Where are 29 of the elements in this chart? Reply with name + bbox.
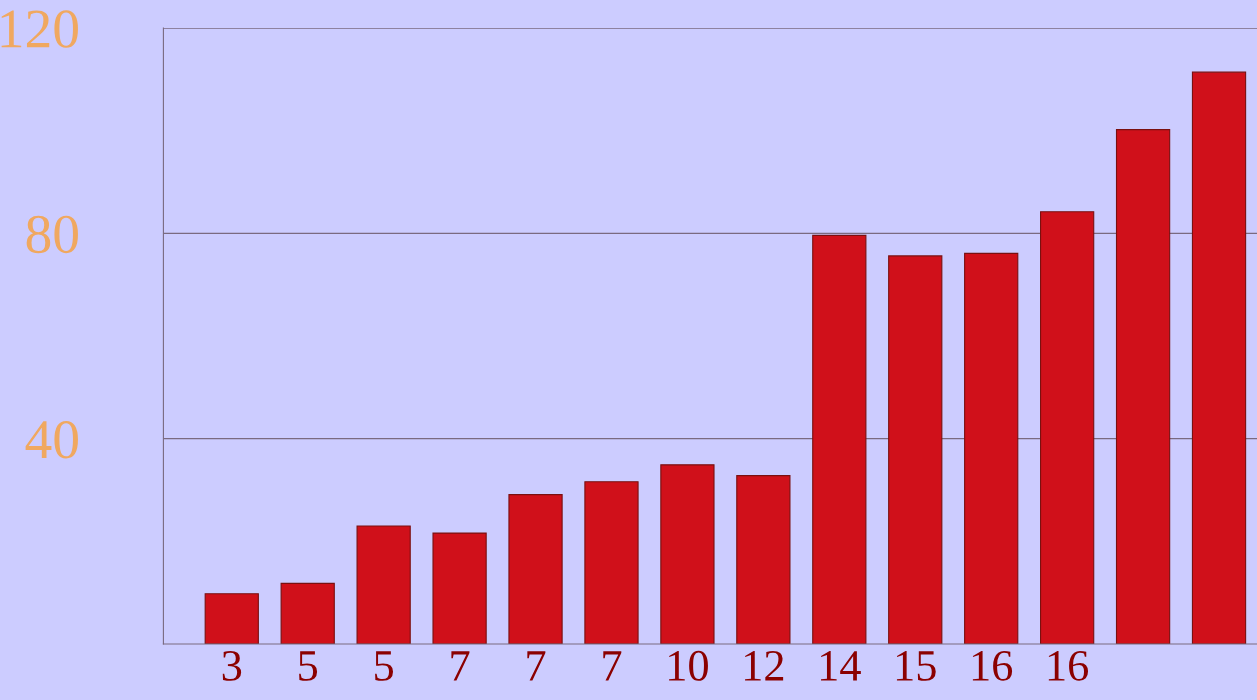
x-tick-label: 7 bbox=[527, 651, 546, 681]
x-tick-label: 16 bbox=[972, 650, 1013, 681]
bar bbox=[356, 525, 411, 644]
bar bbox=[1115, 129, 1171, 644]
y-tick-label: 120 bbox=[1, 10, 78, 48]
x-tick-label: 10 bbox=[669, 650, 708, 681]
x-tick-label: 12 bbox=[745, 650, 784, 681]
x-tick-label: 15 bbox=[896, 651, 936, 681]
bar bbox=[508, 494, 563, 644]
x-tick-label: 16 bbox=[1048, 650, 1089, 681]
bar bbox=[812, 234, 867, 644]
bar bbox=[888, 255, 943, 644]
y-tick-label: 80 bbox=[26, 215, 78, 254]
bar bbox=[736, 475, 791, 644]
bar bbox=[432, 532, 487, 644]
bar bbox=[280, 582, 335, 644]
bar bbox=[660, 464, 715, 644]
bar bbox=[204, 593, 259, 644]
bar bbox=[1191, 71, 1247, 644]
x-tick-label: 14 bbox=[821, 651, 861, 681]
x-tick-label: 5 bbox=[299, 651, 318, 681]
bar bbox=[1040, 211, 1095, 644]
x-tick-label: 7 bbox=[603, 651, 622, 681]
bar bbox=[964, 252, 1019, 644]
x-tick-label: 7 bbox=[451, 651, 470, 681]
x-tick-label: 3 bbox=[222, 650, 242, 681]
bar bbox=[584, 481, 639, 644]
x-tick-label: 5 bbox=[375, 651, 394, 681]
y-tick-label: 40 bbox=[25, 421, 78, 459]
